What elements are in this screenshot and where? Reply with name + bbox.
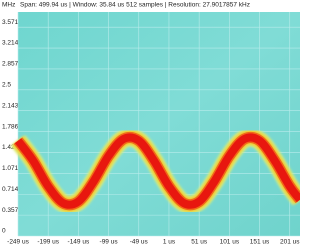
x-tick-label: 201 us: [280, 239, 300, 246]
y-tick-label: 3.214: [2, 40, 19, 47]
trace: [14, 133, 300, 209]
y-tick-label: 1.071: [2, 165, 19, 172]
x-tick-label: -149 us: [68, 239, 90, 246]
y-tick-label: 2.857: [2, 61, 19, 68]
y-tick-label: 2.5: [2, 82, 11, 89]
x-tick-label: 101 us: [220, 239, 240, 246]
x-tick-label: 51 us: [191, 239, 208, 246]
x-tick-label: -249 us: [7, 239, 29, 246]
y-tick-label: 1.429: [2, 144, 19, 151]
y-tick-label: 2.143: [2, 102, 19, 109]
y-tick-label: 0: [2, 228, 6, 235]
chart-title: Span: 499.94 us | Window: 35.84 us 512 s…: [20, 2, 250, 9]
y-tick-label: 0.714: [2, 186, 19, 193]
y-tick-label: 1.786: [2, 123, 19, 130]
y-tick-label: 0.357: [2, 207, 19, 214]
x-tick-label: -99 us: [100, 239, 119, 246]
y-tick-label: 3.571: [2, 19, 19, 26]
x-tick-label: -49 us: [130, 239, 149, 246]
page: MHz Span: 499.94 us | Window: 35.84 us 5…: [2, 1, 300, 246]
y-axis-label: MHz: [2, 2, 15, 9]
x-tick-label: 1 us: [163, 239, 176, 246]
x-tick-label: -199 us: [37, 239, 59, 246]
x-tick-label: 151 us: [250, 239, 270, 246]
chart: MHz Span: 499.94 us | Window: 35.84 us 5…: [2, 2, 300, 246]
